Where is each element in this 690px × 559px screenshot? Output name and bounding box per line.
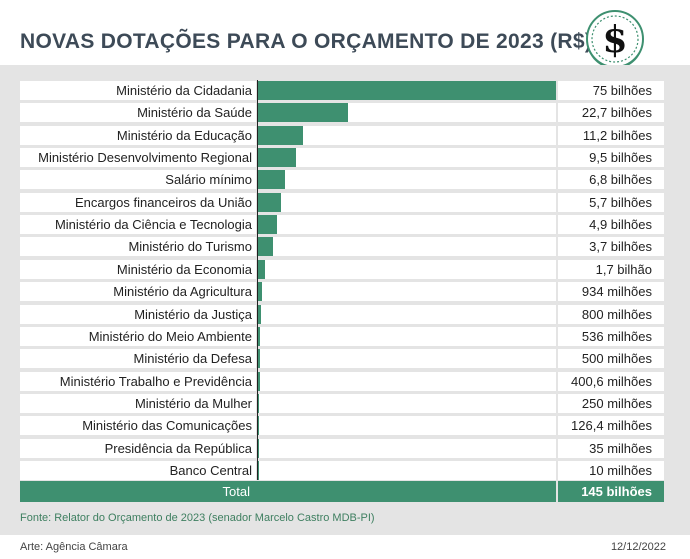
bar-track [258, 460, 556, 480]
value-label: 800 milhões [558, 304, 664, 324]
value-label: 500 milhões [558, 349, 664, 369]
date-label: 12/12/2022 [610, 541, 666, 553]
category-label: Ministério da Educação [20, 125, 256, 145]
bar-track [258, 393, 556, 413]
source-note: Fonte: Relator do Orçamento de 2023 (sen… [20, 512, 375, 524]
bar [258, 438, 259, 458]
bar-track [258, 148, 556, 168]
bar [258, 460, 259, 480]
value-label: 6,8 bilhões [558, 170, 664, 190]
credit-note: Arte: Agência Câmara [20, 541, 128, 553]
total-divider [556, 481, 558, 502]
bar [258, 103, 349, 123]
value-label: 536 milhões [558, 326, 664, 346]
total-label: Total [222, 484, 250, 499]
bar-track [258, 304, 556, 324]
category-label: Banco Central [20, 460, 256, 480]
value-label: 126,4 milhões [558, 416, 664, 436]
bar [258, 215, 278, 235]
category-label: Presidência da República [20, 438, 256, 458]
category-label: Ministério da Economia [20, 259, 256, 279]
bar-track [258, 237, 556, 257]
bar [258, 148, 296, 168]
category-label: Ministério Desenvolvimento Regional [20, 148, 256, 168]
category-label: Encargos financeiros da União [20, 192, 256, 212]
category-label: Ministério da Cidadania [20, 81, 256, 100]
bar-track [258, 215, 556, 235]
bar [258, 170, 286, 190]
svg-text:$: $ [602, 19, 627, 61]
bar [258, 81, 556, 100]
category-label: Ministério da Defesa [20, 349, 256, 369]
bar [258, 393, 259, 413]
bar [258, 192, 281, 212]
bar-track [258, 438, 556, 458]
value-label: 75 bilhões [558, 81, 664, 100]
bar-track [258, 349, 556, 369]
bar-track [258, 170, 556, 190]
value-label: 9,5 bilhões [558, 148, 664, 168]
value-label: 4,9 bilhões [558, 215, 664, 235]
bar-track [258, 371, 556, 391]
bar [258, 237, 273, 257]
bar [258, 349, 260, 369]
bar [258, 125, 303, 145]
category-label: Ministério das Comunicações [20, 416, 256, 436]
category-label: Ministério do Turismo [20, 237, 256, 257]
category-label: Ministério Trabalho e Previdência [20, 371, 256, 391]
category-label: Ministério da Agricultura [20, 282, 256, 302]
bar [258, 326, 261, 346]
value-label: 35 milhões [558, 438, 664, 458]
bar-track [258, 259, 556, 279]
value-label: 934 milhões [558, 282, 664, 302]
bar [258, 282, 262, 302]
bar [258, 371, 260, 391]
bar [258, 416, 259, 436]
category-label: Ministério do Meio Ambiente [20, 326, 256, 346]
total-row [20, 481, 664, 502]
value-label: 250 milhões [558, 393, 664, 413]
bar-track [258, 282, 556, 302]
bar [258, 259, 265, 279]
category-label: Salário mínimo [20, 170, 256, 190]
category-label: Ministério da Mulher [20, 393, 256, 413]
value-label: 10 milhões [558, 460, 664, 480]
category-label: Ministério da Justiça [20, 304, 256, 324]
bar [258, 304, 262, 324]
dollar-sign-icon: $ [586, 10, 644, 69]
value-label: 22,7 bilhões [558, 103, 664, 123]
category-label: Ministério da Saúde [20, 103, 256, 123]
value-label: 3,7 bilhões [558, 237, 664, 257]
value-label: 1,7 bilhão [558, 259, 664, 279]
bar-track [258, 326, 556, 346]
value-label: 5,7 bilhões [558, 192, 664, 212]
axis-line [257, 80, 258, 480]
value-label: 400,6 milhões [558, 371, 664, 391]
bar-track [258, 192, 556, 212]
bar-track [258, 125, 556, 145]
category-label: Ministério da Ciência e Tecnologia [20, 215, 256, 235]
total-value: 145 bilhões [581, 484, 652, 499]
value-label: 11,2 bilhões [558, 125, 664, 145]
bar-track [258, 416, 556, 436]
chart-title: NOVAS DOTAÇÕES PARA O ORÇAMENTO DE 2023 … [20, 30, 593, 53]
